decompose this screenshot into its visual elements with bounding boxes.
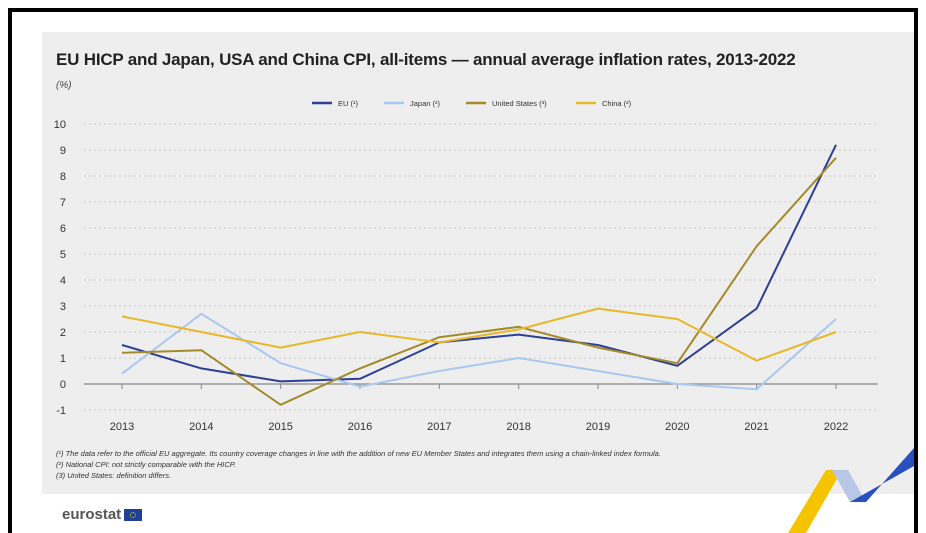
legend: EU (¹) Japan (²) United States (³) China (²… [312, 99, 632, 108]
legend-label: Japan (²) [410, 99, 441, 108]
y-tick-label: 8 [60, 171, 66, 183]
x-tick-label: 2016 [348, 421, 372, 433]
corner-decoration [788, 448, 914, 533]
decoration-yellow-stripe [788, 470, 842, 533]
legend-label: China (²) [602, 99, 632, 108]
y-tick-label: 1 [60, 353, 66, 365]
legend-label: United States (³) [492, 99, 547, 108]
y-tick-label: 2 [60, 327, 66, 339]
footnote-3: (3) United States: definition differs. [56, 471, 172, 480]
series-line-2 [121, 157, 837, 406]
y-tick-label: -1 [56, 405, 66, 417]
y-tick-label: 7 [60, 197, 66, 209]
y-tick-label: 9 [60, 145, 66, 157]
y-tick-label: 4 [60, 275, 66, 287]
x-tick-label: 2021 [744, 421, 768, 433]
x-tick-label: 2014 [189, 421, 213, 433]
logo-text: eurostat [62, 506, 122, 523]
eu-flag-icon [124, 508, 143, 521]
chart-title: EU HICP and Japan, USA and China CPI, al… [56, 50, 796, 69]
series-line-0 [121, 144, 837, 383]
x-tick-label: 2013 [110, 421, 134, 433]
y-tick-label: 6 [60, 223, 66, 235]
x-tick-label: 2019 [586, 421, 610, 433]
x-tick-label: 2018 [506, 421, 530, 433]
y-tick-label: 5 [60, 249, 66, 261]
decoration-light-stripe [832, 470, 866, 502]
footnote-2: (²) National CPI: not strictly comparabl… [56, 460, 236, 469]
series-line-1 [121, 312, 837, 391]
series-line-3 [121, 307, 837, 362]
chart-panel [42, 32, 914, 494]
grid-lines [84, 123, 878, 411]
y-tick-label: 0 [60, 379, 66, 391]
series-lines [121, 144, 837, 406]
x-tick-label: 2020 [665, 421, 689, 433]
x-tick-label: 2017 [427, 421, 451, 433]
x-tick-label: 2022 [824, 421, 848, 433]
axes: -1 0 1 2 3 4 5 6 7 8 9 10 2013 2014 2015 2016 2017 2018 20… [54, 119, 878, 433]
x-tick-label: 2015 [268, 421, 292, 433]
y-tick-label: 10 [54, 119, 66, 131]
y-axis-unit: (%) [56, 80, 72, 91]
eurostat-logo: eurostat [62, 506, 143, 523]
footnotes: (¹) The data refer to the official EU ag… [56, 448, 661, 481]
y-tick-label: 3 [60, 301, 66, 313]
legend-label: EU (¹) [338, 99, 358, 108]
footnote-1: (¹) The data refer to the official EU ag… [56, 449, 661, 458]
